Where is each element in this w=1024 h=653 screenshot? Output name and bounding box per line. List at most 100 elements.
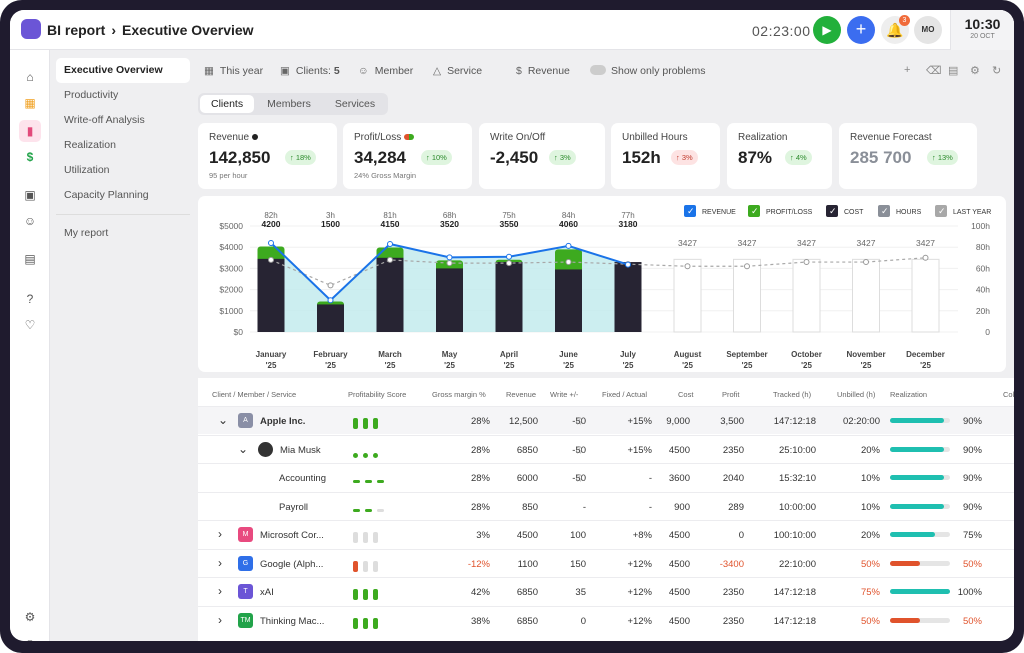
refresh-icon[interactable]: ↻ <box>992 65 1002 77</box>
y-tick-label: $4000 <box>219 242 243 252</box>
kpi-unbilled[interactable]: Unbilled Hours 152h ↑ 3% <box>611 123 720 189</box>
cell-unbilled: 10% <box>860 501 880 513</box>
contact-card-icon[interactable]: ▣ <box>24 188 36 202</box>
heart-icon[interactable]: ♡ <box>24 318 36 332</box>
filter-member[interactable]: ☺ Member <box>358 65 413 77</box>
column-header[interactable]: Write +/- <box>550 390 579 399</box>
home-icon[interactable]: ⌂ <box>26 70 34 84</box>
column-header[interactable]: Profitability Score <box>348 390 407 399</box>
expand-chevron-icon[interactable]: › <box>218 584 222 598</box>
column-header[interactable]: Profit <box>722 390 740 399</box>
filter-year[interactable]: ▦ This year <box>204 65 263 77</box>
column-header[interactable]: Cost <box>678 390 694 399</box>
plus-icon: + <box>855 19 867 39</box>
revenue-point <box>387 241 393 248</box>
add-icon[interactable]: + <box>904 64 911 76</box>
kpi-badge: ↑ 3% <box>549 150 576 165</box>
tab-clients[interactable]: Clients <box>200 95 255 113</box>
profitability-score <box>353 416 383 434</box>
column-header[interactable]: Unbilled (h) <box>837 390 876 399</box>
column-header[interactable]: Gross margin % <box>432 390 486 399</box>
filter-clients[interactable]: ▣ Clients: 5 <box>280 65 340 77</box>
x-year-label: '25 <box>266 361 277 370</box>
menu-item-utilization[interactable]: Utilization <box>64 164 110 176</box>
expand-chevron-icon[interactable]: › <box>218 612 222 627</box>
kpi-profit[interactable]: Profit/Loss 34,284 ↑ 10% 24% Gross Margi… <box>343 123 472 189</box>
kpi-revenue[interactable]: Revenue 142,850 ↑ 18% 95 per hour <box>198 123 337 189</box>
table-row[interactable]: › M Microsoft Cor... 3% 4500 100 +8% 4500 0 100:1… <box>198 520 1014 548</box>
menu-item-productivity[interactable]: Productivity <box>64 89 119 101</box>
help-icon[interactable]: ? <box>26 292 34 306</box>
cell-cost: 4500 <box>668 615 690 627</box>
column-header[interactable]: Colle <box>1003 390 1014 399</box>
table-row[interactable]: Payroll 28% 850 - - 900 289 10:00:00 10% 90% <box>198 491 1014 520</box>
kpi-realization[interactable]: Realization 87% ↑ 4% <box>727 123 832 189</box>
save-icon[interactable]: ▤ <box>948 65 959 77</box>
kpi-label-text: Revenue <box>209 132 250 143</box>
column-header[interactable]: Realization <box>890 390 928 399</box>
problems-toggle[interactable] <box>590 65 606 75</box>
revenue-point <box>625 261 631 268</box>
column-header[interactable]: Client / Member / Service <box>212 390 297 399</box>
breadcrumb-app[interactable]: BI report <box>47 22 106 38</box>
cell-cost: 4500 <box>668 587 690 598</box>
kpi-write[interactable]: Write On/Off -2,450 ↑ 3% <box>479 123 605 189</box>
menu-item-executive-overview[interactable]: Executive Overview <box>56 58 190 83</box>
expand-chevron-icon[interactable]: › <box>218 555 222 570</box>
clipboard-icon[interactable]: ▤ <box>24 252 36 266</box>
add-button[interactable]: + <box>847 16 875 44</box>
clear-icon[interactable]: ⌫ <box>926 65 942 77</box>
table-row[interactable]: ⌄ Mia Musk 28% 6850 -50 +15% 4500 2350 25:10:00 2… <box>198 434 1014 463</box>
filter-clients-label: Clients: <box>295 65 331 77</box>
user-icon[interactable]: ☺ <box>19 632 41 641</box>
filter-revenue[interactable]: $ Revenue <box>516 65 570 77</box>
table-row[interactable]: Accounting 28% 6000 -50 - 3600 2040 15:32:10 10%… <box>198 463 1014 491</box>
column-header[interactable]: Revenue <box>506 390 537 399</box>
problems-label: Show only problems <box>611 65 706 77</box>
kpi-value: 142,850 <box>209 148 271 167</box>
table-row[interactable]: › G Google (Alph... -12% 1100 150 +12% 4500 -340… <box>198 548 1014 577</box>
cell-tracked: 15:32:10 <box>779 473 816 484</box>
kpi-value: 87% <box>738 148 773 167</box>
kpi-sub: 24% Gross Margin <box>354 171 417 180</box>
y-tick-label: $0 <box>234 327 244 337</box>
menu-item-my-report[interactable]: My report <box>64 227 109 239</box>
owl-logo-icon[interactable] <box>21 19 41 39</box>
kpi-label: Revenue <box>209 132 258 143</box>
tab-services[interactable]: Services <box>334 98 376 110</box>
cell-tracked: 147:12:18 <box>773 416 816 427</box>
play-button[interactable]: ▶ <box>813 16 841 44</box>
filter-service[interactable]: △ Service <box>433 65 482 77</box>
bar-value-label: 3550 <box>500 219 519 229</box>
cell-profit: 2040 <box>722 473 744 484</box>
y2-tick-label: 0 <box>985 327 990 337</box>
menu-item-write-off[interactable]: Write-off Analysis <box>64 114 145 126</box>
tab-members[interactable]: Members <box>267 98 311 110</box>
info-icon[interactable]: (i) <box>576 475 583 482</box>
expand-chevron-icon[interactable]: ⌄ <box>238 441 249 456</box>
users-icon[interactable]: ☺ <box>23 214 37 228</box>
x-tick-label: June <box>559 350 578 359</box>
info-icon[interactable]: (i) <box>576 446 583 454</box>
menu-item-capacity[interactable]: Capacity Planning <box>64 189 149 201</box>
info-icon[interactable]: (i) <box>576 418 583 425</box>
menu-item-realization[interactable]: Realization <box>64 139 116 151</box>
calendar-icon[interactable]: ▦ <box>24 96 36 110</box>
settings-icon[interactable]: ⚙ <box>24 610 36 624</box>
expand-chevron-icon[interactable]: ⌄ <box>218 413 229 427</box>
expand-chevron-icon[interactable]: › <box>218 527 222 541</box>
clock-time: 10:30 <box>964 16 1001 32</box>
dollar-icon[interactable]: $ <box>26 150 34 164</box>
row-name: Accounting <box>279 473 327 484</box>
timer-display: 02:23:00 <box>752 23 811 39</box>
kpi-forecast[interactable]: Revenue Forecast 285 700 ↑ 13% <box>839 123 977 189</box>
avatar[interactable]: MO <box>914 16 942 44</box>
legend-checkbox-icon <box>684 205 696 217</box>
table-row[interactable]: ⌄ A Apple Inc. 28% 12,500 -50 +15% 9,000 3,500 14… <box>198 406 1014 434</box>
column-header[interactable]: Fixed / Actual <box>602 390 648 399</box>
column-header[interactable]: Tracked (h) <box>773 390 812 399</box>
settings-icon[interactable]: ⚙ <box>970 65 980 77</box>
table-row[interactable]: › TM Thinking Mac... 38% 6850 0 +12% 4500 2350 14… <box>198 605 1014 634</box>
chart-icon[interactable]: ▮ <box>19 120 41 142</box>
